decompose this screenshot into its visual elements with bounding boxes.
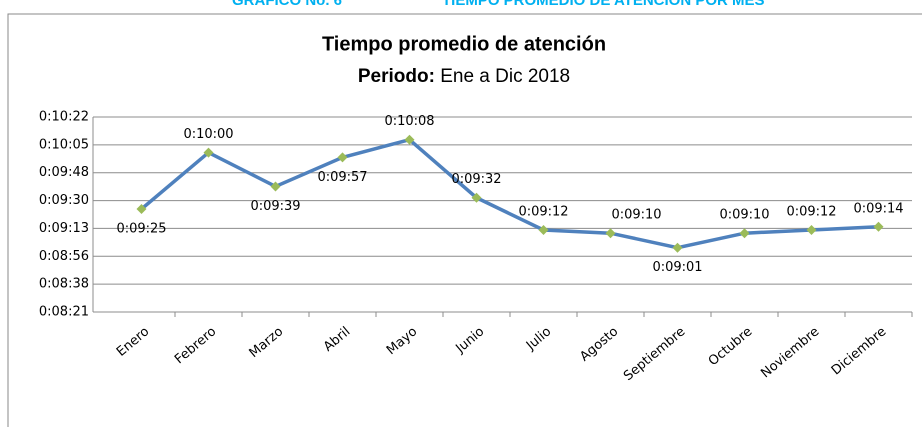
marker — [806, 224, 817, 235]
data-label: 0:09:12 — [518, 204, 568, 219]
data-label: 0:09:01 — [652, 260, 702, 275]
marker — [203, 147, 214, 158]
data-label: 0:10:00 — [183, 127, 233, 142]
x-tick-label: Diciembre — [829, 324, 889, 378]
x-tick-label: Noviembre — [758, 324, 822, 381]
data-label: 0:09:25 — [116, 222, 166, 237]
x-tick-label: Septiembre — [621, 324, 688, 384]
x-tick-label: Abril — [321, 324, 353, 355]
y-tick-label: 0:08:38 — [39, 277, 89, 292]
line — [140, 137, 879, 250]
marker — [270, 181, 281, 192]
data-label: 0:09:14 — [853, 201, 903, 216]
chart-title: Tiempo promedio de atención — [322, 33, 606, 55]
y-tick-label: 0:09:30 — [39, 193, 89, 208]
data-label: 0:09:10 — [719, 208, 769, 223]
marker — [136, 204, 147, 215]
x-tick-label: Febrero — [172, 324, 219, 367]
y-tick-label: 0:08:56 — [39, 249, 89, 264]
marker — [739, 228, 750, 239]
marker — [404, 134, 415, 145]
data-label: 0:09:39 — [250, 199, 300, 214]
chart-subtitle: Periodo: Ene a Dic 2018 — [358, 66, 570, 87]
x-tick-label: Julio — [523, 324, 554, 354]
figure-number: GRÁFICO No. 6 — [232, 0, 342, 9]
subtitle-text: Ene a Dic 2018 — [440, 66, 570, 87]
marker — [873, 221, 884, 232]
data-label: 0:09:57 — [317, 170, 367, 185]
subtitle-label: Periodo: — [358, 66, 435, 87]
data-label: 0:09:32 — [451, 172, 501, 187]
y-tick-label: 0:10:05 — [39, 137, 89, 152]
chart-frame — [7, 13, 922, 427]
data-label: 0:09:12 — [786, 204, 836, 219]
marker — [605, 228, 616, 239]
y-tick-label: 0:09:13 — [39, 221, 89, 236]
x-tick-label: Junio — [452, 324, 487, 357]
figure-caption: TIEMPO PROMEDIO DE ATENCIÓN POR MES — [442, 0, 765, 9]
marker — [538, 224, 549, 235]
marker — [672, 242, 683, 253]
x-tick-label: Mayo — [384, 324, 420, 358]
y-tick-label: 0:10:22 — [39, 110, 89, 125]
data-label: 0:09:10 — [611, 208, 661, 223]
x-tick-label: Agosto — [577, 324, 621, 364]
marker — [337, 152, 348, 163]
marker — [471, 192, 482, 203]
x-tick-label: Marzo — [247, 324, 287, 361]
y-tick-label: 0:08:21 — [39, 305, 89, 320]
x-tick-label: Enero — [114, 324, 152, 360]
data-label: 0:10:08 — [384, 114, 434, 129]
y-tick-label: 0:09:48 — [39, 165, 89, 180]
x-tick-label: Octubre — [706, 324, 756, 369]
